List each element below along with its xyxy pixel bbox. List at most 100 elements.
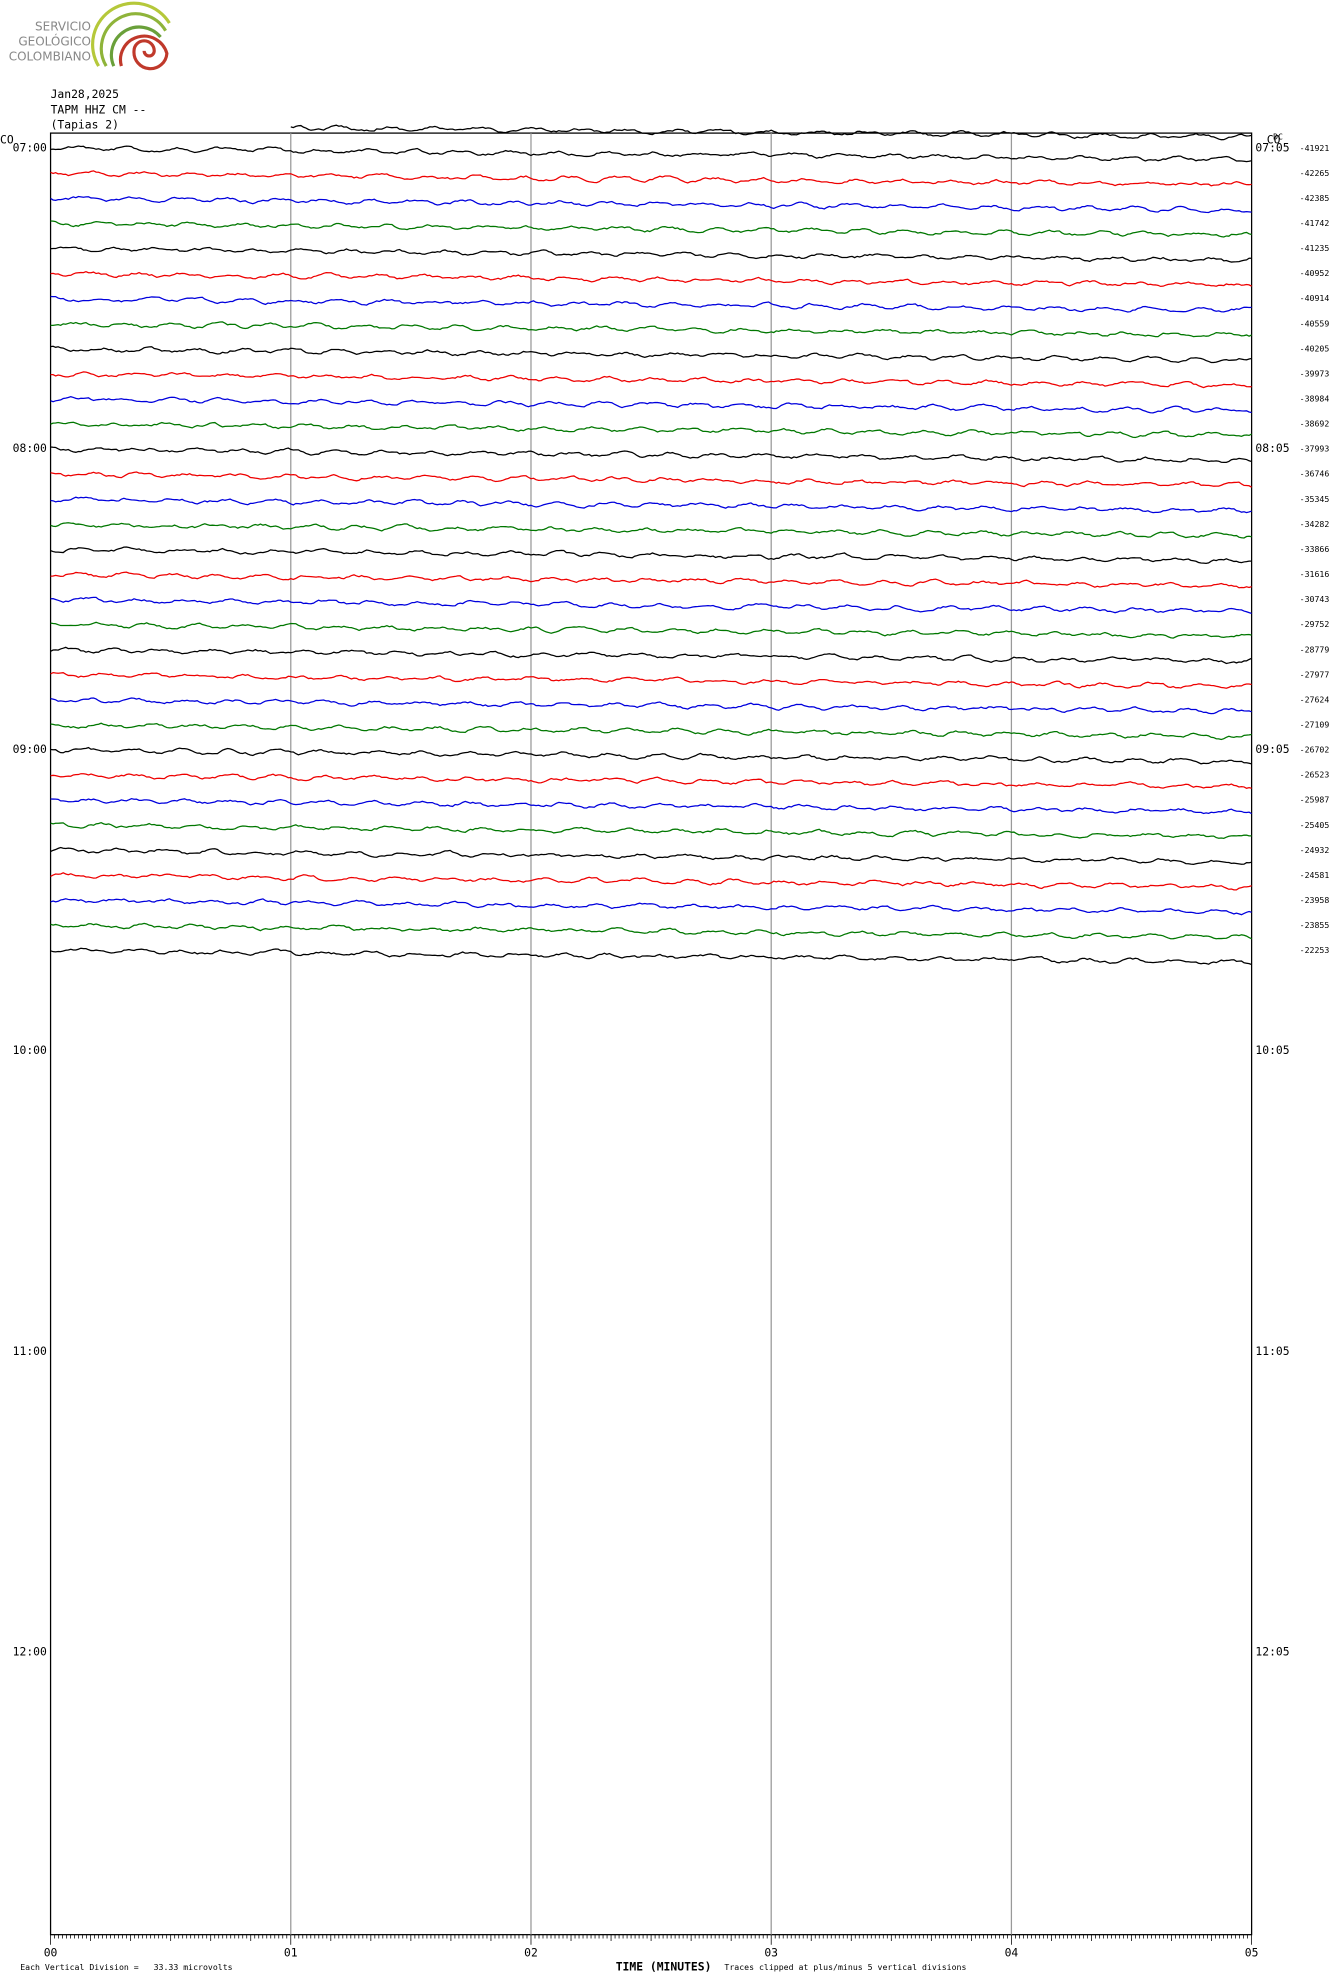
dc-value: -38984 xyxy=(1300,394,1330,404)
trace xyxy=(50,722,1252,741)
dc-value: -39973 xyxy=(1300,368,1330,378)
logo-arc xyxy=(99,12,167,67)
trace xyxy=(50,746,1252,765)
trace xyxy=(50,773,1252,789)
x-tick-label: 04 xyxy=(1005,1946,1019,1960)
dc-value: -29752 xyxy=(1300,619,1330,629)
dc-value: -42265 xyxy=(1300,168,1330,178)
dc-value: -33866 xyxy=(1300,544,1330,554)
trace xyxy=(50,471,1252,488)
trace xyxy=(50,421,1252,439)
trace xyxy=(50,345,1252,364)
right-time: 12:05 xyxy=(1255,1645,1289,1659)
dc-value: -23855 xyxy=(1300,920,1330,930)
left-time: 09:00 xyxy=(13,742,47,756)
dc-value: -40559 xyxy=(1300,318,1330,328)
dc-value: -38692 xyxy=(1300,419,1330,429)
dc-value: -24932 xyxy=(1300,845,1330,855)
dc-value: -40952 xyxy=(1300,268,1330,278)
trace xyxy=(50,246,1252,263)
dc-value: -42385 xyxy=(1300,193,1330,203)
trace xyxy=(50,922,1252,940)
dc-value: -37993 xyxy=(1300,444,1330,454)
left-time: 07:00 xyxy=(13,140,47,154)
trace xyxy=(50,145,1252,163)
left-time: 11:00 xyxy=(13,1344,47,1358)
logo-line: COLOMBIANO xyxy=(9,50,91,64)
dc-value: -35345 xyxy=(1300,494,1330,504)
dc-value: -25987 xyxy=(1300,795,1330,805)
right-time: 11:05 xyxy=(1255,1344,1289,1358)
dc-value: -41921 xyxy=(1300,143,1330,153)
dc-value: -24581 xyxy=(1300,870,1330,880)
date: Jan28,2025 xyxy=(51,87,119,101)
logo-line: GEOLÓGICO xyxy=(18,34,91,49)
trace xyxy=(50,396,1252,414)
dc-value: -41742 xyxy=(1300,218,1330,228)
station: TAPM HHZ CM -- xyxy=(51,102,147,116)
x-tick-label: 03 xyxy=(764,1946,778,1960)
dc-value: -27624 xyxy=(1300,694,1330,704)
dc-value: -31616 xyxy=(1300,569,1330,579)
trace xyxy=(50,496,1252,514)
right-time: 08:05 xyxy=(1255,441,1289,455)
x-tick-label: 02 xyxy=(524,1946,538,1960)
clip-note: Traces clipped at plus/minus 5 vertical … xyxy=(724,1962,966,1972)
logo-line: SERVICIO xyxy=(35,19,91,33)
dc-value: -40205 xyxy=(1300,343,1330,353)
trace xyxy=(50,571,1252,589)
trace xyxy=(50,596,1252,614)
dc-value: -41235 xyxy=(1300,243,1330,253)
trace xyxy=(50,671,1252,689)
trace xyxy=(50,898,1252,916)
dc-value: -26702 xyxy=(1300,745,1330,755)
trace xyxy=(290,124,1252,141)
right-time: 10:05 xyxy=(1255,1043,1289,1057)
left-time: 10:00 xyxy=(13,1043,47,1057)
dc-value: -22253 xyxy=(1300,945,1330,955)
right-label: CO xyxy=(1267,133,1281,147)
trace xyxy=(50,798,1252,815)
scale-note: Each Vertical Division = 33.33 microvolt… xyxy=(20,1962,232,1972)
trace xyxy=(50,371,1252,389)
dc-value: -23958 xyxy=(1300,895,1330,905)
dc-value: -27109 xyxy=(1300,719,1330,729)
dc-value: -34282 xyxy=(1300,519,1330,529)
trace xyxy=(50,195,1252,214)
x-tick-label: 00 xyxy=(44,1946,58,1960)
right-time: 09:05 xyxy=(1255,742,1289,756)
left-label: CO xyxy=(0,133,14,147)
trace xyxy=(50,947,1252,966)
trace xyxy=(50,446,1252,464)
trace xyxy=(50,697,1252,715)
x-tick-label: 05 xyxy=(1245,1946,1259,1960)
trace xyxy=(50,321,1252,338)
logo-arc xyxy=(109,25,162,67)
dc-value: -36746 xyxy=(1300,469,1330,479)
dc-label: DC xyxy=(1273,131,1283,141)
trace xyxy=(50,646,1252,665)
trace xyxy=(50,872,1252,891)
trace xyxy=(50,522,1252,539)
left-time: 12:00 xyxy=(13,1645,47,1659)
location: (Tapias 2) xyxy=(51,118,119,132)
logo-spiral xyxy=(118,34,169,71)
dc-value: -30743 xyxy=(1300,594,1330,604)
dc-value: -25405 xyxy=(1300,820,1330,830)
trace xyxy=(50,220,1252,238)
trace xyxy=(50,546,1252,565)
right-time: 07:05 xyxy=(1255,140,1289,154)
x-tick-label: 01 xyxy=(284,1946,298,1960)
trace xyxy=(50,621,1252,639)
axis-title: TIME (MINUTES) xyxy=(616,1960,712,1974)
trace xyxy=(50,821,1252,839)
logo-arc xyxy=(91,1,171,67)
trace xyxy=(50,170,1252,187)
dc-value: -40914 xyxy=(1300,293,1330,303)
trace xyxy=(50,270,1252,288)
logo: SERVICIO GEOLÓGICO COLOMBIANO xyxy=(9,1,171,71)
dc-value: -28779 xyxy=(1300,644,1330,654)
left-time: 08:00 xyxy=(13,441,47,455)
